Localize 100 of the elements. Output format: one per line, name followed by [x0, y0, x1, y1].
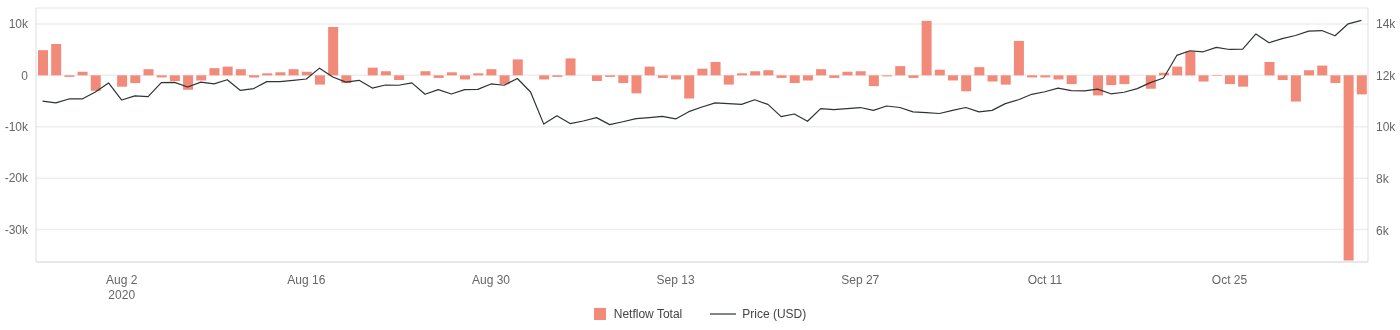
- bar: [446, 72, 457, 76]
- y2-tick-label: 12k: [1376, 68, 1397, 83]
- legend-label: Netflow Total: [613, 307, 683, 321]
- bar: [288, 69, 299, 76]
- bar: [367, 67, 378, 76]
- y-tick-label: -10k: [4, 120, 29, 135]
- bar: [1106, 75, 1117, 86]
- bar: [1066, 75, 1077, 85]
- y2-tick-label: 8k: [1376, 172, 1390, 187]
- bar: [908, 75, 919, 78]
- bar: [1040, 75, 1051, 78]
- bar: [671, 75, 682, 80]
- bar: [486, 69, 497, 76]
- bar: [473, 73, 484, 76]
- bar: [1290, 75, 1301, 102]
- bar: [51, 43, 62, 76]
- bar: [539, 75, 550, 80]
- bar: [657, 75, 668, 78]
- bar: [684, 75, 695, 99]
- bar: [1027, 75, 1038, 78]
- bar: [1330, 75, 1341, 84]
- bar: [1013, 40, 1024, 76]
- bar: [156, 75, 167, 78]
- bar: [380, 71, 391, 76]
- bar: [1198, 75, 1209, 82]
- bar: [512, 59, 523, 76]
- bar: [1093, 75, 1104, 96]
- line-series: [41, 19, 1363, 126]
- bar: [314, 75, 325, 85]
- bar: [249, 75, 260, 78]
- bar: [736, 73, 747, 76]
- bar: [961, 75, 972, 92]
- bar: [618, 75, 629, 84]
- bar: [591, 75, 602, 82]
- bar: [644, 66, 655, 76]
- bar: [723, 75, 734, 85]
- bar: [974, 67, 985, 76]
- bar: [1304, 70, 1315, 76]
- bar: [262, 73, 273, 76]
- bar: [433, 75, 444, 78]
- bar: [222, 66, 233, 76]
- x-tick-label: Aug 30: [471, 273, 511, 287]
- x-tick-label: Aug 16: [287, 273, 326, 287]
- bar: [420, 71, 431, 76]
- bar: [565, 58, 576, 76]
- bar: [1053, 75, 1064, 80]
- bar: [697, 68, 708, 76]
- bar: [921, 20, 932, 76]
- y2-tick-label: 6k: [1376, 224, 1390, 239]
- bar: [169, 75, 180, 82]
- bar: [868, 75, 879, 87]
- bar: [275, 72, 286, 76]
- bar: [1343, 75, 1354, 261]
- x-tick-label: Sep 27: [841, 273, 880, 287]
- bar: [1238, 75, 1249, 87]
- bar: [235, 69, 246, 76]
- bar: [829, 75, 840, 78]
- y2-tick-label: 10k: [1376, 120, 1397, 135]
- y-tick-label: 10k: [8, 17, 29, 32]
- bar: [631, 75, 642, 94]
- bar: [789, 75, 800, 84]
- y-tick-label: -20k: [4, 171, 29, 186]
- y-tick-label: 0: [21, 68, 29, 83]
- bar: [710, 61, 721, 76]
- bar: [183, 75, 194, 90]
- bar: [460, 75, 471, 80]
- bar: [1224, 75, 1235, 85]
- bar: [895, 66, 906, 76]
- bar: [1119, 75, 1130, 85]
- bar: [117, 75, 128, 87]
- bar: [947, 75, 958, 81]
- x-tick-label: Oct 11: [1027, 273, 1063, 287]
- y-tick-label: -30k: [4, 222, 29, 237]
- bar: [1172, 66, 1183, 76]
- bar: [1000, 75, 1011, 85]
- x-tick-label: Sep 13: [656, 273, 695, 287]
- bar: [750, 71, 761, 76]
- bar: [1277, 75, 1288, 80]
- bar: [1185, 51, 1196, 76]
- x-tick-label: Oct 25: [1211, 273, 1248, 287]
- bar: [328, 27, 339, 76]
- bar: [499, 75, 510, 85]
- bar: [196, 75, 207, 81]
- bar: [130, 75, 141, 84]
- bar: [987, 75, 998, 82]
- legend-label: Price (USD): [742, 307, 807, 321]
- y2-tick-label: 14k: [1376, 16, 1397, 31]
- x-tick-label: Aug 2 2020: [106, 273, 138, 302]
- bar: [209, 68, 220, 76]
- bar: [143, 69, 154, 76]
- bar: [38, 50, 48, 76]
- bar: [394, 75, 405, 80]
- bar: [855, 71, 866, 76]
- bar: [1264, 61, 1275, 76]
- bar: [816, 69, 827, 76]
- bar: [1356, 75, 1367, 95]
- bar: [802, 75, 813, 81]
- bar: [776, 75, 787, 78]
- bar: [1317, 65, 1328, 76]
- bar: [90, 75, 101, 91]
